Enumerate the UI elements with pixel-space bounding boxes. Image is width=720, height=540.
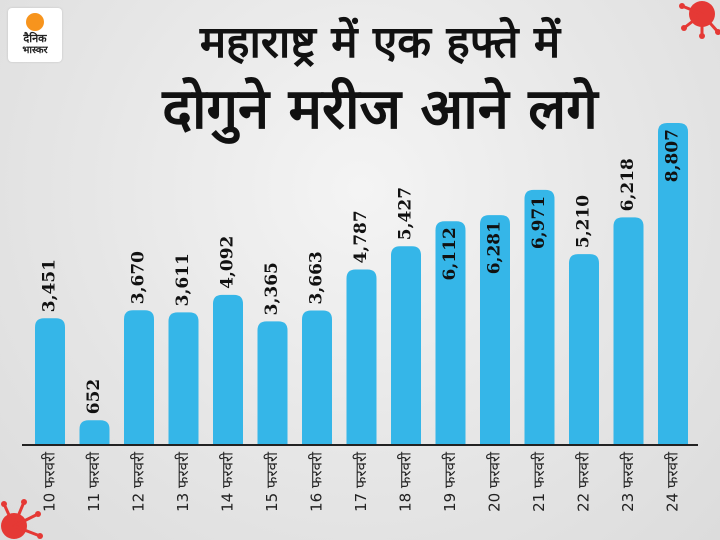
x-tick-label: 21 फरवरी <box>530 451 548 512</box>
bar-10 <box>480 215 510 444</box>
bar-7 <box>346 269 377 444</box>
bar-8 <box>391 246 421 444</box>
bar-14 <box>658 123 688 444</box>
x-tick-label: 20 फरवरी <box>486 451 504 512</box>
bar-value-label: 3,365 <box>262 262 282 315</box>
virus-icon-bottom-left <box>1 499 43 539</box>
bar-value-label: 6,218 <box>618 158 638 211</box>
sun-icon <box>26 13 44 31</box>
x-tick-label: 12 फरवरी <box>130 451 148 512</box>
virus-icon-top-right <box>679 1 720 39</box>
x-tick-label: 15 फरवरी <box>263 451 281 512</box>
x-tick-label: 16 फरवरी <box>308 451 326 512</box>
bar-value-label: 3,670 <box>129 251 149 304</box>
x-tick-label: 11 फरवरी <box>85 451 103 512</box>
bar-value-label: 3,663 <box>307 251 327 304</box>
logo-line1: दैनिक <box>23 32 47 45</box>
bar-3 <box>168 312 199 444</box>
headline-line2: दोगुने मरीज आने लगे <box>162 77 598 142</box>
bar-6 <box>302 310 332 444</box>
bar-13 <box>613 217 644 444</box>
bar-value-label: 652 <box>84 379 104 415</box>
bar-value-label: 8,807 <box>663 129 683 182</box>
x-tick-label: 10 फरवरी <box>41 451 59 512</box>
x-tick-label: 22 फरवरी <box>575 451 593 512</box>
bar-5 <box>257 321 288 444</box>
bar-value-label: 4,787 <box>351 210 371 263</box>
bar-0 <box>35 318 65 444</box>
bar-value-label: 5,427 <box>396 187 416 240</box>
x-tick-label: 13 फरवरी <box>174 451 192 512</box>
bar-value-label: 4,092 <box>218 236 238 289</box>
logo-line2: भास्कर <box>22 45 48 56</box>
x-tick-label: 19 फरवरी <box>441 451 459 512</box>
dainik-bhaskar-logo: दैनिक भास्कर <box>8 8 62 62</box>
x-tick-label: 24 फरवरी <box>664 451 682 512</box>
bar-value-label: 6,971 <box>529 196 549 249</box>
bar-value-label: 5,210 <box>574 195 594 248</box>
x-tick-label: 23 फरवरी <box>619 451 637 512</box>
headline-line1: महाराष्ट्र में एक हफ्ते में <box>199 17 561 68</box>
bar-value-label: 3,451 <box>40 259 60 312</box>
bar-value-label: 6,281 <box>485 221 505 274</box>
bar-9 <box>435 221 466 444</box>
x-tick-label: 18 फरवरी <box>397 451 415 512</box>
x-tick-label: 14 फरवरी <box>219 451 237 512</box>
bar-value-label: 3,611 <box>173 253 193 306</box>
bar-11 <box>524 189 555 444</box>
bar-2 <box>124 310 154 444</box>
bar-value-label: 6,112 <box>440 227 460 280</box>
bar-4 <box>213 294 243 444</box>
x-tick-label: 17 फरवरी <box>352 451 370 512</box>
bar-1 <box>79 420 110 444</box>
bar-12 <box>569 254 599 444</box>
